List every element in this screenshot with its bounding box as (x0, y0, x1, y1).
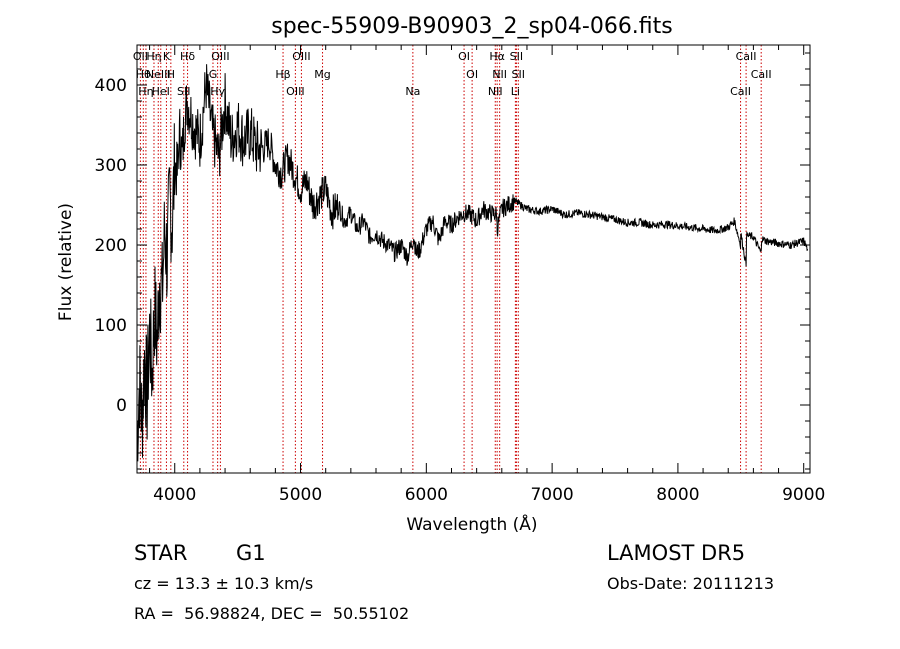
spectral-line-label: NII (492, 68, 507, 81)
x-tick-label: 4000 (153, 485, 196, 505)
spectral-line-label: OI (466, 68, 478, 81)
x-tick-label: 9000 (782, 485, 825, 505)
spectrum-series-line (136, 64, 808, 462)
spectral-line-label: CaII (751, 68, 772, 81)
x-tick-label: 8000 (656, 485, 699, 505)
spectral-line-label: CaII (730, 85, 751, 98)
survey-name: LAMOST DR5 (607, 541, 746, 565)
spectral-line-label: Li (511, 85, 520, 98)
observation-date: Obs-Date: 20111213 (607, 574, 775, 593)
spectral-line-label: Hθ (136, 68, 151, 81)
spectral-line-labels: OIIHθHηHηNeIIIHeIKHSIIHδGHγOIIIHβOIIIOII… (133, 50, 772, 98)
spectral-line-label: NII (488, 85, 503, 98)
y-axis-ticks: 0 100 200 300 400 (95, 52, 810, 470)
y-tick-label: 300 (95, 156, 127, 176)
spectral-line-label: Hγ (210, 85, 225, 98)
spectral-line-label: Hβ (275, 68, 290, 81)
chart-title: spec-55909-B90903_2_sp04-066.fits (271, 14, 673, 39)
spectral-line-label: OIII (292, 50, 310, 63)
spectral-line-label: Hη (146, 50, 161, 63)
spectral-line-label: SII (510, 50, 523, 63)
plot-frame (136, 44, 811, 474)
x-tick-label: 6000 (405, 485, 448, 505)
y-tick-label: 100 (95, 316, 127, 336)
spectral-line-label: H (167, 68, 175, 81)
spectral-line-markers (139, 45, 762, 473)
spectral-line-label: Hη (138, 85, 153, 98)
spectral-line-label: Na (405, 85, 420, 98)
spectral-line-label: CaII (736, 50, 757, 63)
x-axis-ticks: 4000 5000 6000 7000 8000 9000 (149, 45, 825, 505)
spectral-line-label: Hδ (180, 50, 195, 63)
spectral-line-label: G (209, 68, 218, 81)
spectral-line-label: HeI (152, 85, 170, 98)
object-subclass: G1 (236, 541, 266, 565)
x-tick-label: 5000 (279, 485, 322, 505)
spectral-line-label: OIII (211, 50, 229, 63)
spectral-line-label: Hα (489, 50, 505, 63)
y-tick-label: 400 (95, 76, 127, 96)
spectral-line-label: OI (458, 50, 470, 63)
spectral-line-label: SII (512, 68, 525, 81)
y-tick-label: 200 (95, 236, 127, 256)
spectral-line-label: Mg (314, 68, 330, 81)
y-tick-label: 0 (116, 396, 127, 416)
ra-dec-coordinates: RA = 56.98824, DEC = 50.55102 (134, 604, 410, 623)
x-axis-label: Wavelength (Å) (406, 513, 537, 535)
spectral-line-label: NeIII (146, 68, 171, 81)
spectral-line-label: OIII (286, 85, 304, 98)
spectral-line-label: SII (177, 85, 190, 98)
object-class: STAR (134, 541, 188, 565)
spectral-line-label: K (163, 50, 171, 63)
y-axis-label: Flux (relative) (56, 203, 76, 321)
redshift-cz: cz = 13.3 ± 10.3 km/s (134, 574, 314, 593)
x-tick-label: 7000 (530, 485, 573, 505)
